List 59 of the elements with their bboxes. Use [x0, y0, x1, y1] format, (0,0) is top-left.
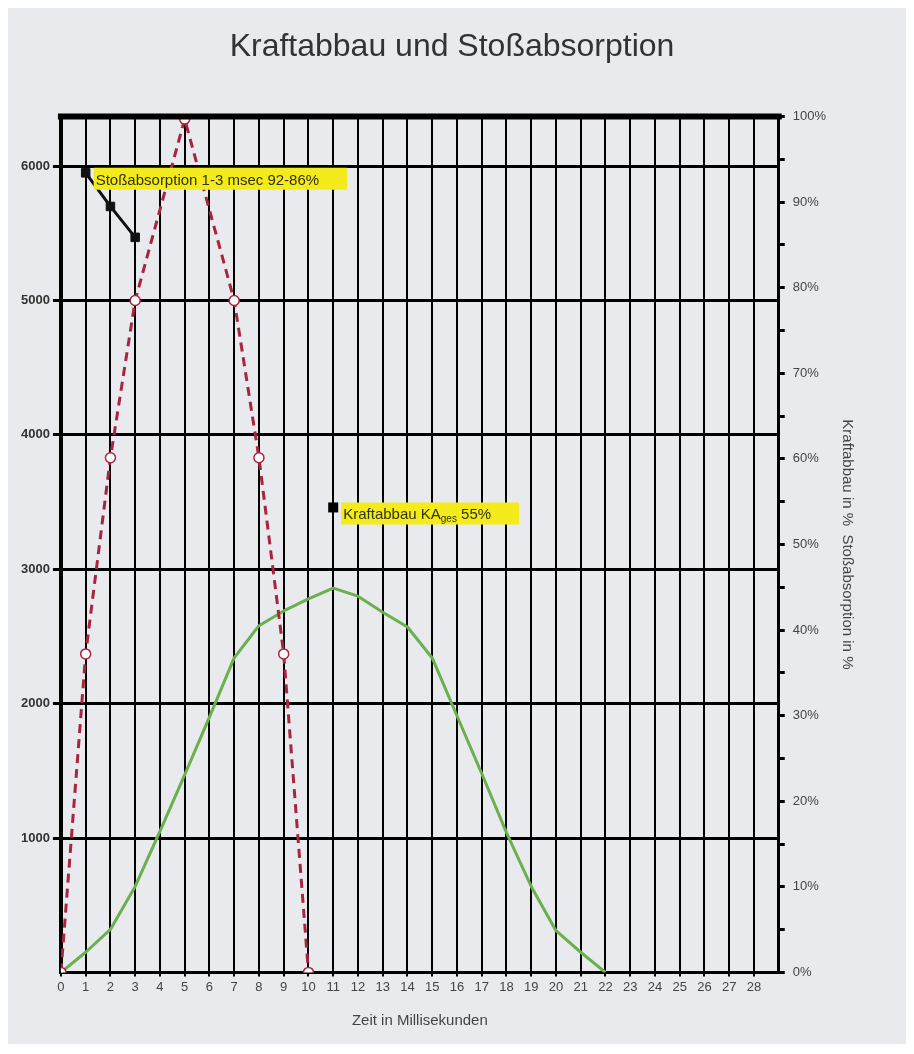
chart-title: Kraftabbau und Stoßabsorption	[229, 27, 675, 64]
x-tick-label: 18	[499, 978, 514, 994]
y-tick-label: 3000	[21, 560, 50, 576]
point	[129, 294, 141, 307]
y-tick-label: 6000	[21, 157, 50, 173]
x-tick-label: 6	[205, 978, 214, 994]
point	[105, 201, 116, 212]
y2-tick-label: 100%	[792, 107, 827, 123]
y-tick-label: 2000	[21, 695, 50, 711]
y2-tick-label: 30%	[792, 707, 820, 723]
x-tick-label: 26	[697, 978, 712, 994]
x-tick-label: 19	[523, 978, 539, 994]
x-tick-label: 1	[82, 978, 90, 994]
point	[130, 232, 140, 243]
x-tick-label: 10	[301, 978, 316, 994]
point	[228, 294, 240, 307]
x-axis-title: Zeit in Millisekunden	[351, 1011, 488, 1029]
x-tick-label: 14	[400, 978, 415, 994]
y2-tick-label: 40%	[792, 621, 820, 637]
y2-tick-label: 50%	[792, 535, 820, 551]
y2-tick-label: 90%	[792, 193, 820, 209]
x-tick-label: 21	[573, 978, 588, 994]
y2-tick-label: 0%	[792, 963, 812, 979]
y-tick-label: 4000	[21, 426, 50, 442]
y2-tick-label: 70%	[792, 364, 820, 380]
x-tick-label: 8	[255, 978, 263, 994]
x-tick-label: 20	[548, 978, 564, 994]
x-tick-label: 12	[350, 978, 366, 994]
y2-tick-label: 10%	[792, 878, 820, 894]
x-tick-label: 16	[449, 978, 465, 994]
x-tick-label: 3	[131, 978, 139, 994]
y2-axis-title: Kraftabbau in % Stoßabsorption in %	[839, 419, 857, 670]
x-tick-label: 25	[672, 978, 687, 994]
x-tick-label: 7	[230, 978, 238, 994]
x-tick-label: 5	[181, 978, 189, 994]
point	[253, 451, 265, 464]
x-tick-label: 2	[106, 978, 115, 994]
point	[277, 648, 290, 660]
x-tick-label: 4	[156, 978, 164, 994]
point	[79, 648, 92, 660]
annotation: Stoßabsorption 1-3 msec 92-86%	[95, 170, 320, 188]
x-tick-label: 17	[474, 978, 489, 994]
y2-tick-label: 80%	[792, 279, 820, 295]
point	[80, 168, 91, 178]
x-tick-label: 27	[722, 978, 737, 994]
x-tick-label: 28	[746, 978, 762, 994]
point	[104, 451, 117, 464]
y-tick-label: 5000	[21, 292, 50, 308]
x-tick-label: 15	[424, 978, 440, 994]
x-tick-label: 13	[375, 978, 390, 994]
x-tick-label: 0	[57, 978, 65, 994]
x-tick-label: 11	[326, 978, 340, 994]
y2-tick-label: 60%	[792, 450, 820, 466]
x-tick-label: 23	[623, 978, 638, 994]
y2-tick-label: 20%	[792, 792, 820, 808]
x-tick-label: 22	[598, 978, 613, 994]
y-tick-label: 1000	[21, 829, 50, 845]
x-tick-label: 9	[280, 978, 288, 994]
x-tick-label: 24	[647, 978, 663, 994]
